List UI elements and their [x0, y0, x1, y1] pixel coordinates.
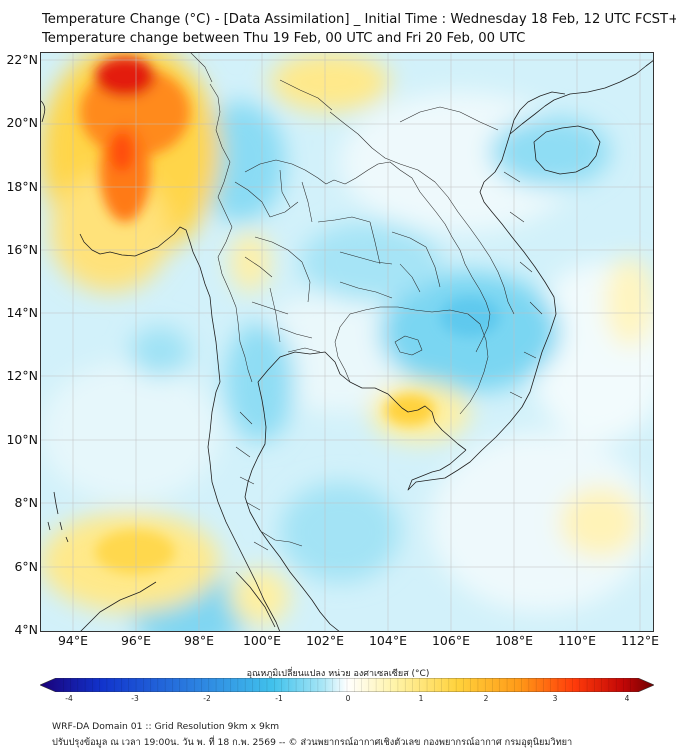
cambodia-thailand-border [334, 313, 351, 383]
lon-label-102e: 102°E [305, 633, 344, 648]
lon-label-94e: 94°E [57, 633, 89, 648]
gulf-of-tonkin-coast [509, 91, 566, 135]
lat-label-8n: 8°N [14, 495, 38, 510]
boundaries [189, 52, 543, 551]
map-subtitle: Temperature change between Thu 19 Feb, 0… [42, 31, 526, 46]
lon-label-100e: 100°E [242, 633, 281, 648]
colorbar-fill [40, 678, 654, 692]
cambodia-border [349, 306, 489, 415]
temperature-map [40, 52, 654, 632]
colorbar-tick-neg1: -1 [275, 694, 283, 703]
vietnam-south-coast [407, 59, 654, 491]
provinces-central [251, 287, 321, 353]
colorbar-tick-0: 0 [345, 694, 351, 703]
provinces-north [234, 169, 313, 303]
lat-label-20n: 20°N [6, 115, 38, 130]
lat-label-14n: 14°N [6, 305, 38, 320]
lat-label-4n: 4°N [14, 622, 38, 637]
provinces-south [235, 411, 269, 551]
gulf-of-thailand-north [257, 351, 389, 395]
colorbar-tick-neg3: -3 [131, 694, 139, 703]
colorbar-title: อุณหภูมิเปลี่ยนแปลง หน่วย องศาเซลเซียส (… [246, 669, 430, 679]
field-hotspots [80, 57, 500, 574]
andaman-sea-coast [207, 381, 281, 632]
tonle-sap-lake [394, 335, 423, 356]
lat-label-10n: 10°N [6, 432, 38, 447]
coastlines [40, 59, 654, 632]
myanmar-west-coast [40, 99, 221, 383]
lon-label-98e: 98°E [183, 633, 215, 648]
myanmar-thailand-border [209, 83, 253, 383]
lat-label-22n: 22°N [6, 52, 38, 67]
laos-vietnam-border [329, 111, 515, 315]
lon-label-108e: 108°E [494, 633, 533, 648]
hainan-island [533, 125, 601, 175]
colorbar-tick-4: 4 [624, 694, 630, 703]
provinces-northeast [317, 216, 441, 299]
graticule [40, 52, 654, 632]
cambodia-coast [387, 393, 467, 451]
map-title: Temperature Change (°C) - [Data Assimila… [42, 12, 676, 27]
map-frame [40, 52, 654, 632]
colorbar-tick-1: 1 [418, 694, 424, 703]
lon-label-106e: 106°E [431, 633, 470, 648]
colorbar-tick-2: 2 [483, 694, 489, 703]
lon-label-96e: 96°E [120, 633, 152, 648]
andaman-islands [47, 491, 69, 543]
colorbar-tick-neg2: -2 [203, 694, 211, 703]
sumatra-coast [79, 571, 276, 632]
colorbar-tick-3: 3 [552, 694, 558, 703]
lon-label-112e: 112°E [620, 633, 659, 648]
china-border [189, 52, 499, 131]
gulf-of-thailand-west [244, 381, 341, 632]
lat-label-12n: 12°N [6, 368, 38, 383]
laos-thailand-border [244, 159, 491, 353]
field-shading [40, 52, 654, 632]
lon-label-104e: 104°E [368, 633, 407, 648]
vietnam-provinces [503, 171, 543, 399]
lat-label-18n: 18°N [6, 179, 38, 194]
malaysia-border [261, 531, 303, 547]
colorbar [40, 678, 654, 692]
colorbar-tick-neg4: -4 [65, 694, 73, 703]
footer-model-info: WRF-DA Domain 01 :: Grid Resolution 9km … [52, 721, 280, 732]
lon-label-110e: 110°E [557, 633, 596, 648]
lat-label-6n: 6°N [14, 559, 38, 574]
lat-label-16n: 16°N [6, 242, 38, 257]
footer-update-credit: ปรับปรุงข้อมูล ณ เวลา 19:00น. วัน พ. ที่… [52, 737, 573, 748]
map-panel [40, 52, 654, 632]
